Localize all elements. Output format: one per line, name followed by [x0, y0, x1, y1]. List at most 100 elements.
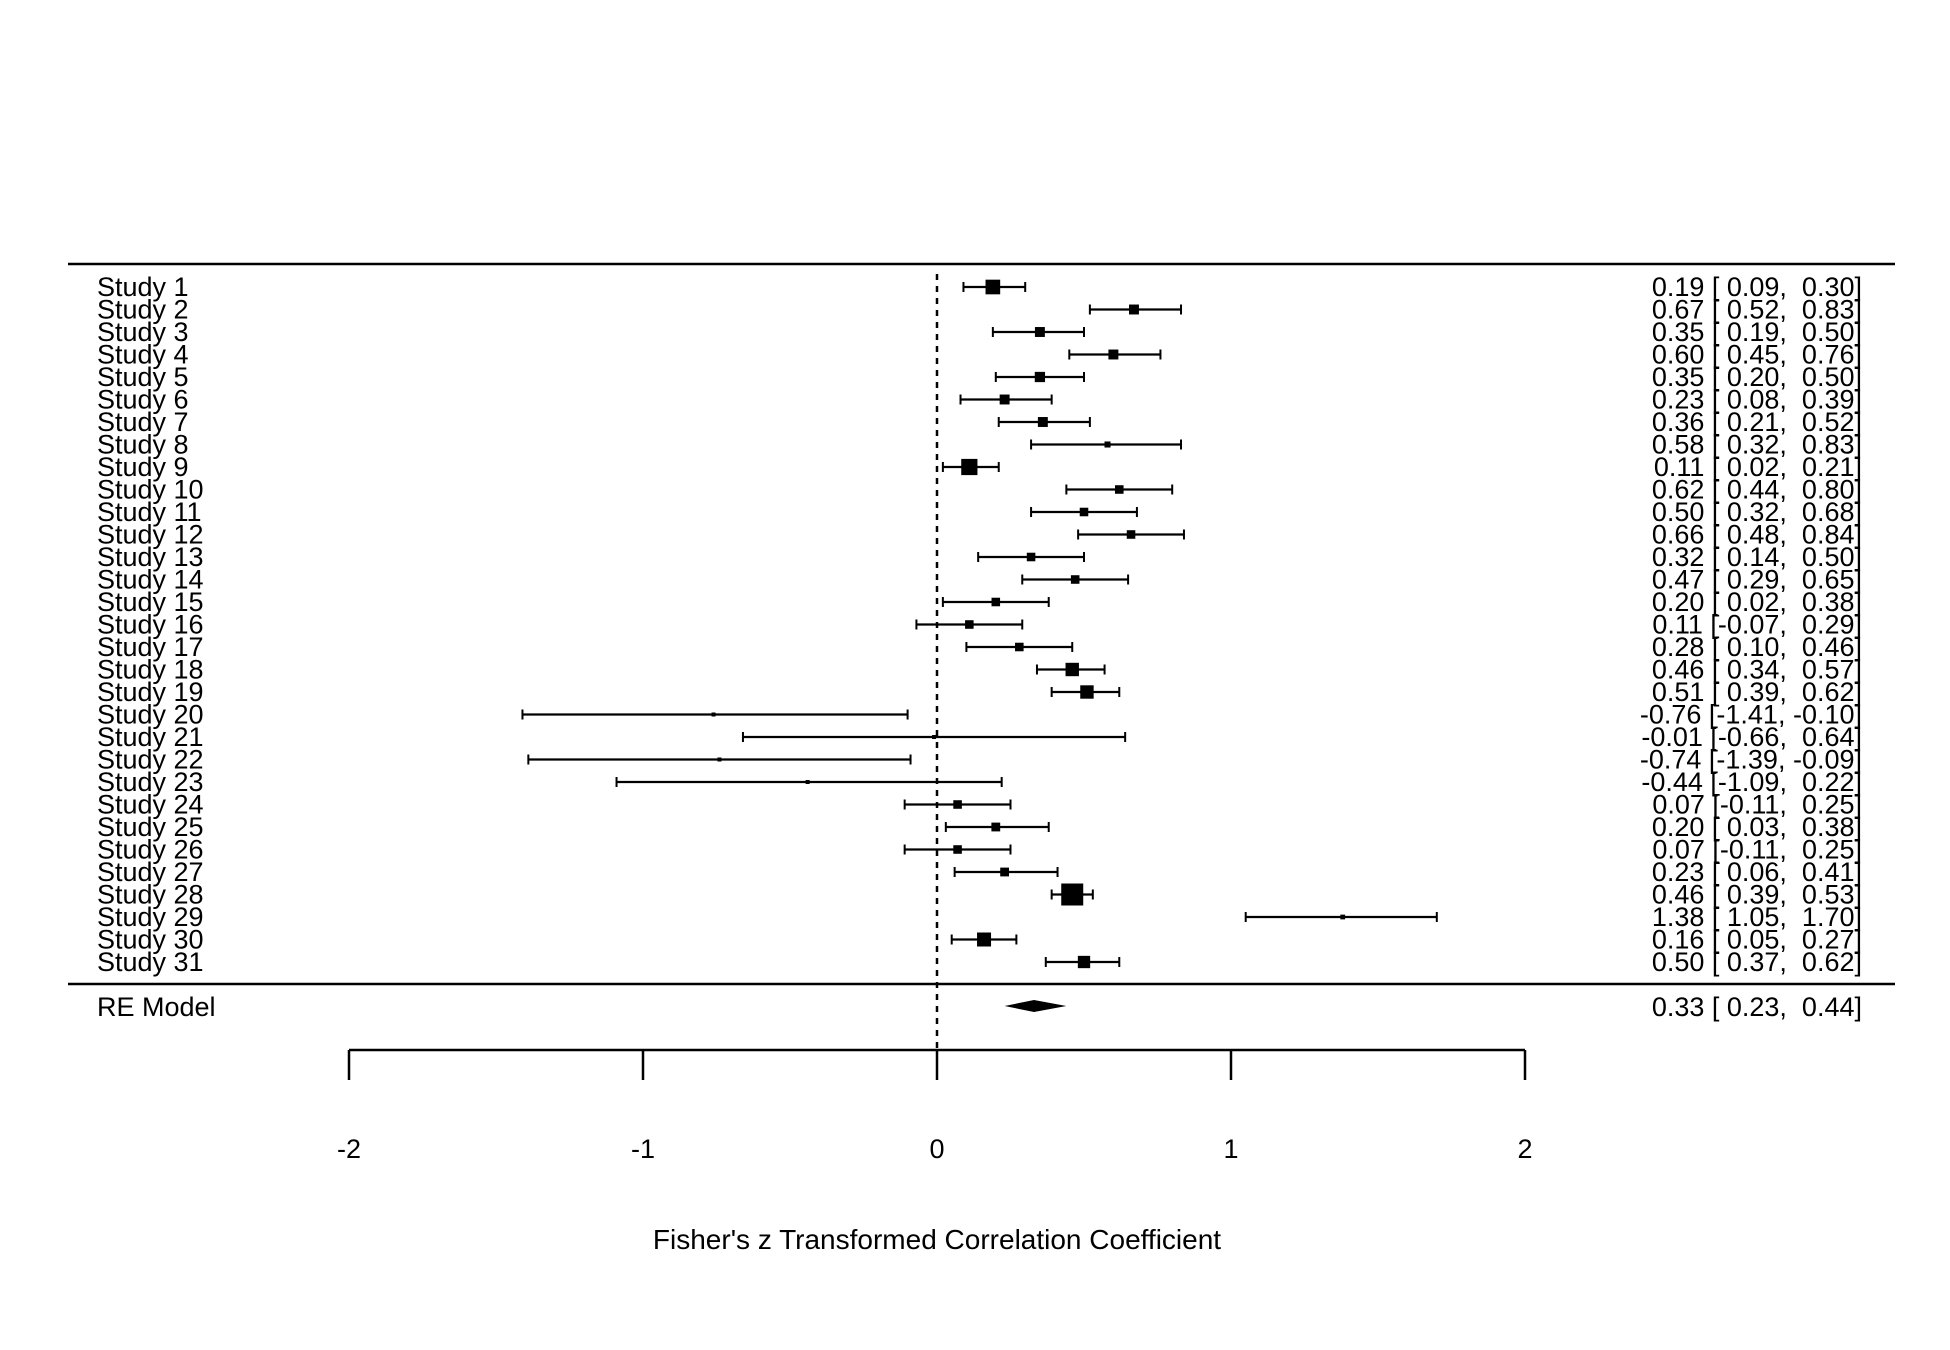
point-estimate [1000, 867, 1010, 877]
study-estimate-text: 0.07 [-0.11, 0.25] [1652, 835, 1862, 865]
study-estimate-text: 0.11 [-0.07, 0.29] [1652, 610, 1862, 640]
study-label: Study 15 [97, 587, 204, 617]
study-row: Study 20 -0.76 [-1.41, -0.10] [97, 700, 1862, 730]
point-estimate [1080, 685, 1094, 699]
study-row: Study 15 0.20 [ 0.02, 0.38] [97, 587, 1862, 617]
summary-row: RE Model 0.33 [ 0.23, 0.44] [97, 992, 1862, 1022]
study-row: Study 14 0.47 [ 0.29, 0.65] [97, 565, 1862, 595]
study-label: Study 2 [97, 295, 189, 325]
study-row: Study 8 0.58 [ 0.32, 0.83] [97, 430, 1862, 460]
study-label: Study 13 [97, 542, 204, 572]
point-estimate [717, 757, 722, 762]
point-estimate [1034, 371, 1046, 383]
point-estimate [999, 394, 1010, 405]
study-label: Study 12 [97, 520, 204, 550]
point-estimate [1126, 530, 1136, 539]
point-estimate [965, 620, 974, 629]
study-estimate-text: 0.16 [ 0.05, 0.27] [1652, 925, 1862, 955]
study-estimate-text: 0.35 [ 0.19, 0.50] [1652, 317, 1862, 347]
study-label: Study 4 [97, 340, 189, 370]
study-label: Study 18 [97, 655, 204, 685]
study-row: Study 29 1.38 [ 1.05, 1.70] [97, 902, 1862, 932]
study-label: Study 17 [97, 632, 204, 662]
study-estimate-text: 0.50 [ 0.32, 0.68] [1652, 497, 1862, 527]
x-tick-label: 2 [1517, 1134, 1532, 1164]
study-row: Study 19 0.51 [ 0.39, 0.62] [97, 677, 1862, 707]
study-row: Study 30 0.16 [ 0.05, 0.27] [97, 925, 1862, 955]
study-estimate-text: 0.58 [ 0.32, 0.83] [1652, 430, 1862, 460]
study-row: Study 1 0.19 [ 0.09, 0.30] [97, 272, 1862, 302]
point-estimate [953, 800, 962, 809]
study-estimate-text: 0.50 [ 0.37, 0.62] [1652, 947, 1862, 977]
study-estimate-text: 0.32 [ 0.14, 0.50] [1652, 542, 1862, 572]
study-label: Study 29 [97, 902, 204, 932]
point-estimate [977, 932, 992, 947]
x-axis: -2 -1 0 1 2 [337, 1048, 1533, 1164]
study-estimate-text: 0.47 [ 0.29, 0.65] [1652, 565, 1862, 595]
point-estimate [1104, 441, 1111, 448]
point-estimate [1061, 883, 1084, 906]
study-row: Study 9 0.11 [ 0.02, 0.21] [97, 452, 1862, 482]
study-rows: Study 1 0.19 [ 0.09, 0.30] Study 2 0.67 [ 0… [97, 272, 1862, 977]
study-row: Study 10 0.62 [ 0.44, 0.80] [97, 475, 1862, 505]
point-estimate [961, 458, 978, 476]
study-label: Study 28 [97, 880, 204, 910]
study-estimate-text: 0.46 [ 0.39, 0.53] [1652, 880, 1862, 910]
study-label: Study 26 [97, 835, 204, 865]
study-row: Study 13 0.32 [ 0.14, 0.50] [97, 542, 1862, 572]
study-label: Study 21 [97, 722, 204, 752]
study-label: Study 31 [97, 947, 204, 977]
study-label: Study 25 [97, 812, 204, 842]
x-tick-label: 0 [929, 1134, 944, 1164]
study-row: Study 17 0.28 [ 0.10, 0.46] [97, 632, 1862, 662]
study-label: Study 6 [97, 385, 189, 415]
point-estimate [1037, 417, 1048, 427]
study-estimate-text: 0.20 [ 0.02, 0.38] [1652, 587, 1862, 617]
study-label: Study 27 [97, 857, 204, 887]
study-label: Study 22 [97, 745, 204, 775]
study-estimate-text: 0.51 [ 0.39, 0.62] [1652, 677, 1862, 707]
study-estimate-text: 0.66 [ 0.48, 0.84] [1652, 520, 1862, 550]
study-estimate-text: 0.07 [-0.11, 0.25] [1652, 790, 1862, 820]
point-estimate [1026, 552, 1036, 562]
study-row: Study 2 0.67 [ 0.52, 0.83] [97, 295, 1862, 325]
point-estimate [991, 822, 1001, 832]
study-label: Study 9 [97, 452, 189, 482]
study-estimate-text: 0.46 [ 0.34, 0.57] [1652, 655, 1862, 685]
study-label: Study 7 [97, 407, 189, 437]
study-label: Study 11 [97, 497, 202, 527]
point-estimate [1115, 485, 1124, 494]
study-row: Study 22 -0.74 [-1.39, -0.09] [97, 745, 1862, 775]
summary-estimate-text: 0.33 [ 0.23, 0.44] [1652, 992, 1862, 1022]
study-row: Study 26 0.07 [-0.11, 0.25] [97, 835, 1862, 865]
study-label: Study 3 [97, 317, 189, 347]
study-estimate-text: -0.01 [-0.66, 0.64] [1641, 722, 1862, 752]
point-estimate [1070, 575, 1080, 584]
point-estimate [932, 735, 937, 739]
study-estimate-text: 0.23 [ 0.06, 0.41] [1652, 857, 1862, 887]
study-estimate-text: -0.74 [-1.39, -0.09] [1640, 745, 1862, 775]
study-estimate-text: 1.38 [ 1.05, 1.70] [1652, 902, 1862, 932]
study-label: Study 24 [97, 790, 204, 820]
point-estimate [991, 597, 1001, 607]
point-estimate [953, 845, 962, 854]
x-tick-label: 1 [1223, 1134, 1238, 1164]
study-row: Study 21 -0.01 [-0.66, 0.64] [97, 722, 1862, 752]
study-estimate-text: 0.11 [ 0.02, 0.21] [1654, 452, 1862, 482]
study-estimate-text: -0.44 [-1.09, 0.22] [1641, 767, 1862, 797]
point-estimate [1129, 304, 1139, 315]
study-row: Study 5 0.35 [ 0.20, 0.50] [97, 362, 1862, 392]
study-estimate-text: 0.62 [ 0.44, 0.80] [1652, 475, 1862, 505]
x-tick-label: -1 [631, 1134, 655, 1164]
x-axis-label: Fisher's z Transformed Correlation Coeff… [653, 1224, 1221, 1255]
study-estimate-text: 0.20 [ 0.03, 0.38] [1652, 812, 1862, 842]
study-estimate-text: 0.67 [ 0.52, 0.83] [1652, 295, 1862, 325]
study-estimate-text: 0.19 [ 0.09, 0.30] [1652, 272, 1862, 302]
point-estimate [1034, 327, 1045, 337]
point-estimate [1079, 507, 1089, 517]
study-estimate-text: 0.28 [ 0.10, 0.46] [1652, 632, 1862, 662]
study-row: Study 12 0.66 [ 0.48, 0.84] [97, 520, 1862, 550]
study-estimate-text: 0.36 [ 0.21, 0.52] [1652, 407, 1862, 437]
study-row: Study 25 0.20 [ 0.03, 0.38] [97, 812, 1862, 842]
